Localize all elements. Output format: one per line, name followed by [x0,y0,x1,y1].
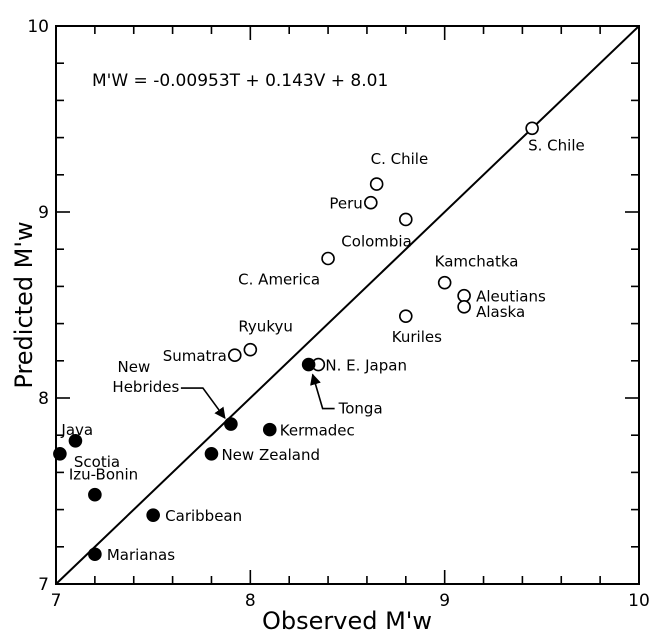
label-s-chile: S. Chile [528,136,585,154]
y-tick-label: 10 [27,17,49,37]
point-izu-bonin [88,487,102,502]
label-kermadec: Kermadec [280,422,355,440]
label-caribbean: Caribbean [165,507,242,525]
y-tick-label: 8 [38,389,49,409]
label-new-hebrides-line1: New [118,358,151,376]
label-marianas: Marianas [107,546,175,564]
x-tick-label: 7 [51,591,62,611]
point-ryukyu [243,342,258,357]
point-labels: S. Chile C. Chile Peru Colombia C. America Ka… [60,136,584,564]
point-new-hebrides [224,417,238,431]
label-izu-bonin: Izu-Bonin [69,466,138,484]
label-tonga: Tonga [338,400,383,418]
point-peru [364,195,378,210]
label-aleutians: Aleutians [476,288,546,306]
point-colombia [398,212,413,227]
label-peru: Peru [329,195,362,213]
label-java: Java [60,421,93,439]
one-to-one-line [55,25,640,585]
label-colombia: Colombia [341,232,412,250]
y-tick-label: 9 [38,203,49,223]
label-n-e-japan: N. E. Japan [325,357,407,375]
point-c-america [321,251,335,266]
point-c-chile [369,177,384,191]
x-tick-label: 9 [439,591,450,611]
point-scotia [53,446,67,461]
tick-labels: 7 8 9 10 7 8 9 10 [27,17,649,611]
label-new-zealand: New Zealand [221,446,320,464]
point-sumatra [227,348,242,363]
label-sumatra: Sumatra [163,347,227,365]
point-kuriles [398,309,413,323]
arrow-new-hebrides [180,387,226,419]
label-kamchatka: Kamchatka [435,253,519,271]
axis-ticks [55,25,640,585]
label-alaska: Alaska [476,303,525,321]
label-kuriles: Kuriles [392,328,442,346]
label-c-chile: C. Chile [371,150,429,168]
x-tick-label: 10 [628,591,650,611]
data-points [53,121,539,562]
arrow-tonga [310,373,335,410]
label-ryukyu: Ryukyu [238,318,293,336]
point-tonga [301,357,316,372]
label-arrows [180,373,335,419]
point-caribbean [146,508,160,522]
regression-equation: M'W = -0.00953T + 0.143V + 8.01 [92,71,388,91]
point-new-zealand [204,446,219,461]
label-new-hebrides-line2: Hebrides [112,378,179,396]
x-axis-title: Observed M'w [262,607,432,635]
label-c-america: C. America [238,271,320,289]
y-tick-label: 7 [38,575,49,595]
point-aleutians [457,288,471,303]
label-scotia: Scotia [74,453,120,471]
point-java [68,433,83,448]
point-kermadec [262,422,277,437]
point-kamchatka [437,275,452,290]
y-axis-title: Predicted M'w [10,221,38,388]
point-marianas [88,547,102,562]
x-tick-label: 8 [245,591,256,611]
point-s-chile [525,121,539,136]
point-alaska [457,300,471,314]
plot-frame [55,25,640,585]
